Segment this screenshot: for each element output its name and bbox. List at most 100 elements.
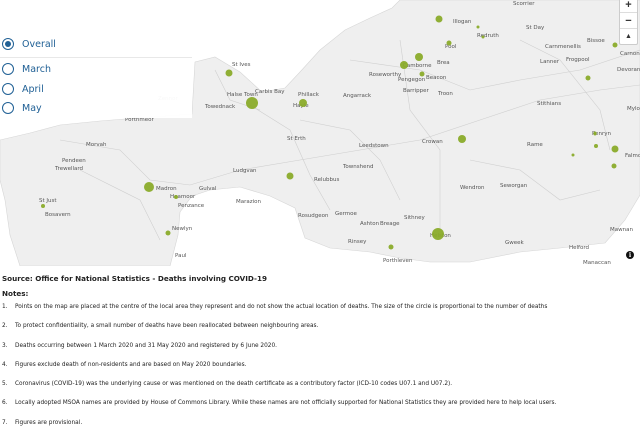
place-label: Rinsey: [348, 239, 367, 245]
deaths-circle[interactable]: [594, 144, 598, 148]
zoom-out-button[interactable]: −: [620, 13, 637, 29]
deaths-circle[interactable]: [246, 97, 258, 109]
place-label: Morvah: [86, 142, 107, 148]
deaths-circle[interactable]: [458, 135, 466, 143]
place-label: Towednack: [204, 104, 236, 110]
map[interactable]: St Ives Carbis Bay Halse Town Towednack Phil…: [0, 0, 640, 266]
deaths-circle[interactable]: [481, 35, 485, 39]
place-label: Porthleven: [383, 258, 413, 264]
place-label: Bissoe: [587, 38, 605, 44]
place-label: Marazion: [236, 199, 262, 205]
note-text: Coronavirus (COVID-19) was the underlyin…: [15, 381, 453, 388]
deaths-circle[interactable]: [435, 15, 443, 23]
radio-button[interactable]: [2, 83, 14, 95]
radio-may[interactable]: May: [2, 102, 42, 114]
deaths-circle[interactable]: [611, 145, 619, 153]
place-label: Barripper: [403, 88, 429, 94]
place-label: Relubbus: [314, 177, 339, 183]
place-label: Trewellard: [54, 166, 83, 172]
place-label: Mylor: [627, 106, 640, 112]
note-text: Figures exclude death of non-residents a…: [15, 361, 247, 368]
place-label: Redruth: [477, 33, 499, 39]
deaths-circle[interactable]: [286, 172, 294, 180]
land: [0, 0, 640, 266]
place-label: St Erth: [287, 136, 306, 142]
deaths-circle[interactable]: [476, 25, 480, 29]
radio-overall[interactable]: Overall: [2, 38, 56, 50]
note-number: 7.: [2, 419, 8, 426]
place-label: Pengegon: [398, 77, 426, 83]
info-icon[interactable]: i: [626, 251, 634, 259]
radio-button[interactable]: [2, 102, 14, 114]
radio-march[interactable]: March: [2, 63, 51, 75]
reset-north-button[interactable]: ▲: [625, 33, 632, 40]
note-text: To protect confidentiality, a small numb…: [15, 323, 319, 330]
note-number: 2.: [2, 323, 8, 330]
deaths-circle[interactable]: [388, 244, 394, 250]
place-label: Madron: [156, 186, 177, 192]
note-item: 1. Points on the map are placed at the ce…: [2, 304, 638, 323]
radio-button[interactable]: [2, 38, 14, 50]
place-label: Ashton: [360, 221, 380, 227]
radio-label: March: [22, 63, 51, 75]
place-label: Penzance: [178, 203, 205, 209]
period-filter: Overall March April May: [0, 30, 192, 118]
radio-label: Overall: [22, 38, 56, 50]
place-label: Pool: [445, 44, 457, 50]
deaths-circle[interactable]: [593, 131, 597, 135]
zoom-controls: + − ▲: [619, 0, 638, 45]
deaths-circle[interactable]: [571, 153, 575, 157]
note-item: 3. Deaths occurring between 1 March 2020 …: [2, 343, 638, 362]
place-label: Devoran: [617, 67, 640, 73]
place-label: Roseworthy: [369, 72, 402, 78]
deaths-circle[interactable]: [415, 53, 423, 61]
note-number: 4.: [2, 361, 8, 368]
deaths-circle[interactable]: [432, 228, 444, 240]
place-label: Illogan: [453, 19, 472, 25]
note-number: 1.: [2, 304, 8, 310]
place-label: Porthmeor: [125, 117, 154, 123]
note-number: 3.: [2, 342, 8, 349]
deaths-circle[interactable]: [400, 61, 408, 69]
place-label: Helford: [569, 245, 589, 251]
deaths-circle[interactable]: [41, 204, 45, 208]
source-text: Source: Office for National Statistics -…: [2, 274, 267, 283]
deaths-circle[interactable]: [585, 75, 591, 81]
deaths-circle[interactable]: [225, 69, 233, 77]
radio-button[interactable]: [2, 63, 14, 75]
place-label: Scorrier: [513, 1, 535, 7]
notes-list: 1. Points on the map are placed at the ce…: [2, 304, 638, 439]
place-label: Mawnan: [610, 227, 633, 233]
place-label: Leedstown: [359, 143, 389, 149]
deaths-circle[interactable]: [165, 230, 171, 236]
place-label: Pendeen: [62, 158, 86, 164]
deaths-circle[interactable]: [612, 42, 618, 48]
note-item: 5. Coronavirus (COVID-19) was the underly…: [2, 381, 638, 400]
deaths-circle[interactable]: [144, 182, 154, 192]
place-label: Penryn: [592, 131, 612, 137]
place-label: Rame: [527, 142, 543, 148]
deaths-circle[interactable]: [419, 71, 425, 77]
note-text: Locally adopted MSOA names are provided …: [15, 400, 557, 407]
note-number: 5.: [2, 381, 8, 388]
place-label: Ludgvan: [233, 168, 257, 174]
place-label: Troon: [437, 91, 453, 97]
deaths-circle[interactable]: [446, 40, 452, 46]
radio-april[interactable]: April: [2, 83, 44, 95]
deaths-circle[interactable]: [174, 195, 178, 199]
place-label: Falmouth: [625, 153, 640, 159]
place-label: Carnon Downs: [620, 51, 640, 57]
place-label: Rosudgeon: [298, 213, 329, 219]
note-item: 2. To protect confidentiality, a small nu…: [2, 323, 638, 342]
place-label: Carbis Bay: [255, 89, 285, 95]
deaths-circle[interactable]: [299, 99, 307, 107]
note-text: Points on the map are placed at the cent…: [15, 304, 548, 310]
note-text: Figures are provisional.: [15, 419, 83, 426]
place-label: Brea: [437, 60, 450, 66]
place-label: Breage: [380, 221, 400, 227]
zoom-in-button[interactable]: +: [620, 0, 637, 13]
place-label: Germoe: [335, 211, 358, 217]
deaths-circle[interactable]: [611, 163, 617, 169]
place-label: Camborne: [403, 63, 432, 69]
